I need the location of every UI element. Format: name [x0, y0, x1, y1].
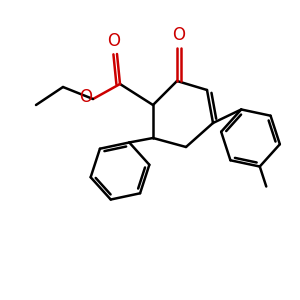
Text: O: O [79, 88, 92, 106]
Text: O: O [107, 32, 121, 50]
Text: O: O [172, 26, 185, 44]
